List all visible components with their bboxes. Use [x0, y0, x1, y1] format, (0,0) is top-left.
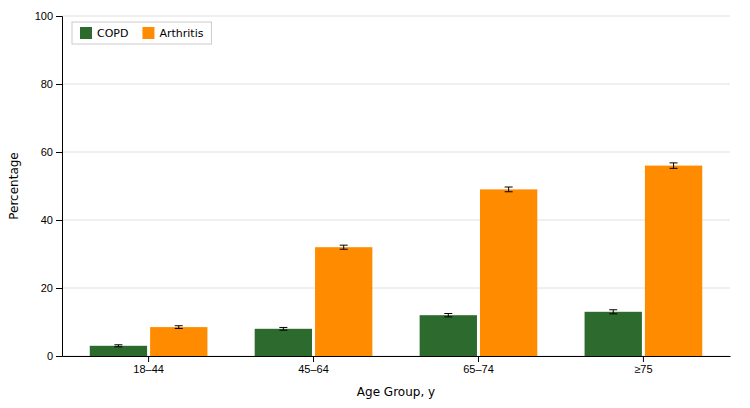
bar: [255, 329, 312, 356]
x-tick-label: 65–74: [463, 363, 494, 375]
error-cap: [114, 344, 122, 345]
x-tick: 65–74: [463, 356, 494, 375]
x-tick-mark: [478, 356, 479, 362]
grid: [62, 16, 730, 356]
legend-swatch: [80, 27, 92, 39]
y-axis: 0 20 40 60 80 100: [35, 10, 63, 362]
y-tick: 20: [41, 282, 62, 294]
error-cap: [505, 191, 513, 192]
y-tick-label: 80: [41, 78, 53, 90]
x-axis-line: [63, 356, 731, 357]
x-tick: 18–44: [133, 356, 164, 375]
bar: [150, 327, 207, 356]
error-line: [613, 310, 614, 314]
y-tick-label: 40: [41, 214, 53, 226]
error-line: [508, 187, 509, 192]
series-bars: [150, 163, 702, 356]
error-cap: [609, 309, 617, 310]
error-cap: [444, 316, 452, 317]
error-bar: [444, 314, 452, 317]
x-tick-label: 18–44: [133, 363, 164, 375]
grid-line: [62, 16, 730, 17]
bar: [480, 189, 537, 356]
error-line: [343, 245, 344, 249]
y-tick-mark: [56, 288, 62, 289]
y-tick-mark: [56, 356, 62, 357]
error-bar: [279, 327, 287, 330]
error-bar: [340, 245, 348, 249]
x-tick-mark: [148, 356, 149, 362]
y-tick: 100: [35, 10, 62, 22]
bar: [90, 346, 147, 356]
x-axis-title: Age Group, y: [357, 385, 435, 399]
y-tick: 0: [47, 350, 62, 362]
legend-frame: [72, 22, 211, 44]
error-cap: [279, 330, 287, 331]
grid-line: [62, 84, 730, 85]
error-cap: [175, 325, 183, 326]
bar: [585, 312, 642, 356]
error-bar: [609, 310, 617, 314]
error-line: [673, 163, 674, 168]
error-bar: [175, 326, 183, 329]
y-tick: 80: [41, 78, 62, 90]
marks: [90, 163, 702, 356]
y-tick: 60: [41, 146, 62, 158]
error-cap: [670, 168, 678, 169]
grid-line: [62, 288, 730, 289]
y-tick-mark: [56, 16, 62, 17]
error-bar: [114, 345, 122, 347]
error-cap: [609, 313, 617, 314]
bar: [645, 166, 702, 356]
grid-line: [62, 152, 730, 153]
error-cap: [340, 249, 348, 250]
x-tick-label: 45–64: [298, 363, 329, 375]
bar: [315, 247, 372, 356]
y-tick-mark: [56, 84, 62, 85]
y-tick-label: 20: [41, 282, 53, 294]
error-bar: [670, 163, 678, 168]
legend-label: COPD: [97, 27, 128, 40]
y-tick-mark: [56, 220, 62, 221]
error-cap: [670, 162, 678, 163]
x-tick-mark: [313, 356, 314, 362]
error-cap: [175, 328, 183, 329]
error-line: [448, 314, 449, 317]
x-tick: ≥75: [634, 356, 652, 375]
y-tick-label: 0: [47, 350, 53, 362]
x-tick: 45–64: [298, 356, 329, 375]
x-tick-mark: [643, 356, 644, 362]
grid-line: [62, 220, 730, 221]
plot: 0 20 40 60 80 100 18–44 45–64 65–74 ≥75 COPD Arthri…: [35, 10, 731, 375]
legend-swatch: [142, 27, 154, 39]
y-axis-title: Percentage: [7, 152, 21, 220]
error-cap: [279, 327, 287, 328]
error-cap: [444, 313, 452, 314]
error-bar: [505, 187, 513, 192]
error-cap: [340, 245, 348, 246]
error-cap: [114, 346, 122, 347]
legend: COPD Arthritis: [72, 22, 211, 44]
y-tick-mark: [56, 152, 62, 153]
y-axis-line: [56, 17, 63, 357]
chart-container: 0 20 40 60 80 100 18–44 45–64 65–74 ≥75 COPD Arthri…: [0, 0, 750, 408]
legend-label: Arthritis: [159, 27, 203, 40]
error-cap: [505, 187, 513, 188]
x-tick-label: ≥75: [634, 363, 652, 375]
chart-svg: 0 20 40 60 80 100 18–44 45–64 65–74 ≥75 COPD Arthri…: [0, 0, 750, 408]
y-tick-label: 100: [35, 10, 53, 22]
y-tick-label: 60: [41, 146, 53, 158]
bar: [420, 315, 477, 356]
x-axis: 18–44 45–64 65–74 ≥75: [63, 356, 731, 375]
y-tick: 40: [41, 214, 62, 226]
